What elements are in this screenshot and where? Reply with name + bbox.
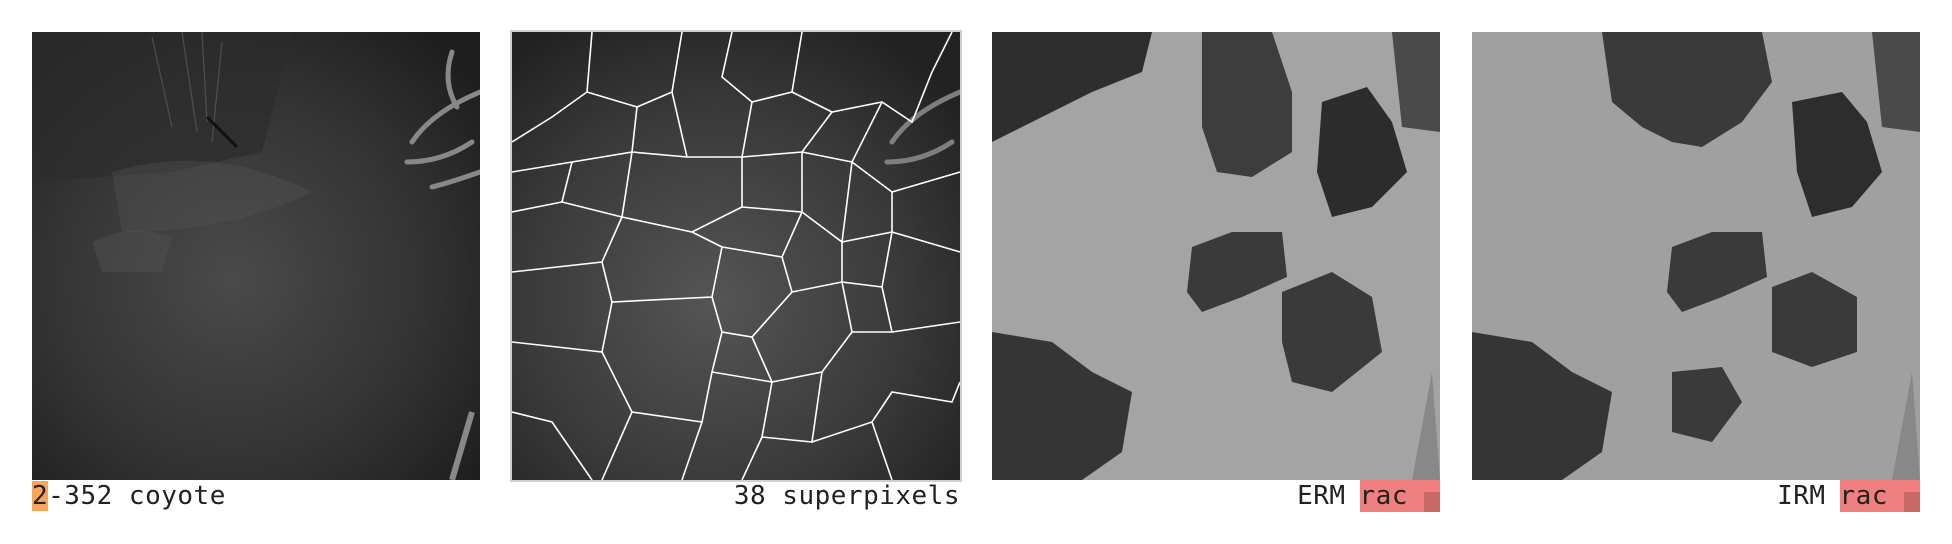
erm-prediction-badge: rac: [1359, 480, 1440, 512]
irm-confidence-bar: [1904, 492, 1920, 512]
image-id-caption: 2-352 coyote: [32, 480, 226, 512]
erm-confidence-bar: [1424, 492, 1440, 512]
erm-prediction-label: rac: [1359, 481, 1408, 511]
erm-mask-image: [992, 32, 1440, 480]
irm-caption: IRM rac: [1472, 480, 1920, 512]
erm-method-label: ERM: [1297, 481, 1346, 511]
domain-index-highlight: 2: [32, 481, 49, 511]
irm-prediction-label: rac: [1839, 481, 1888, 511]
superpixel-count-caption: 38 superpixels: [733, 481, 960, 511]
irm-prediction-badge: rac: [1839, 480, 1920, 512]
irm-method-label: IRM: [1777, 481, 1826, 511]
superpixel-segmentation: [512, 32, 960, 480]
original-image: [32, 32, 480, 480]
erm-caption: ERM rac: [992, 480, 1440, 512]
erm-superpixel-mask: [992, 32, 1440, 480]
camera-trap-photo: [32, 32, 480, 480]
irm-mask-image: [1472, 32, 1920, 480]
irm-superpixel-mask: [1472, 32, 1920, 480]
superpixel-image: [510, 30, 962, 482]
image-id-label: -352 coyote: [48, 481, 226, 511]
